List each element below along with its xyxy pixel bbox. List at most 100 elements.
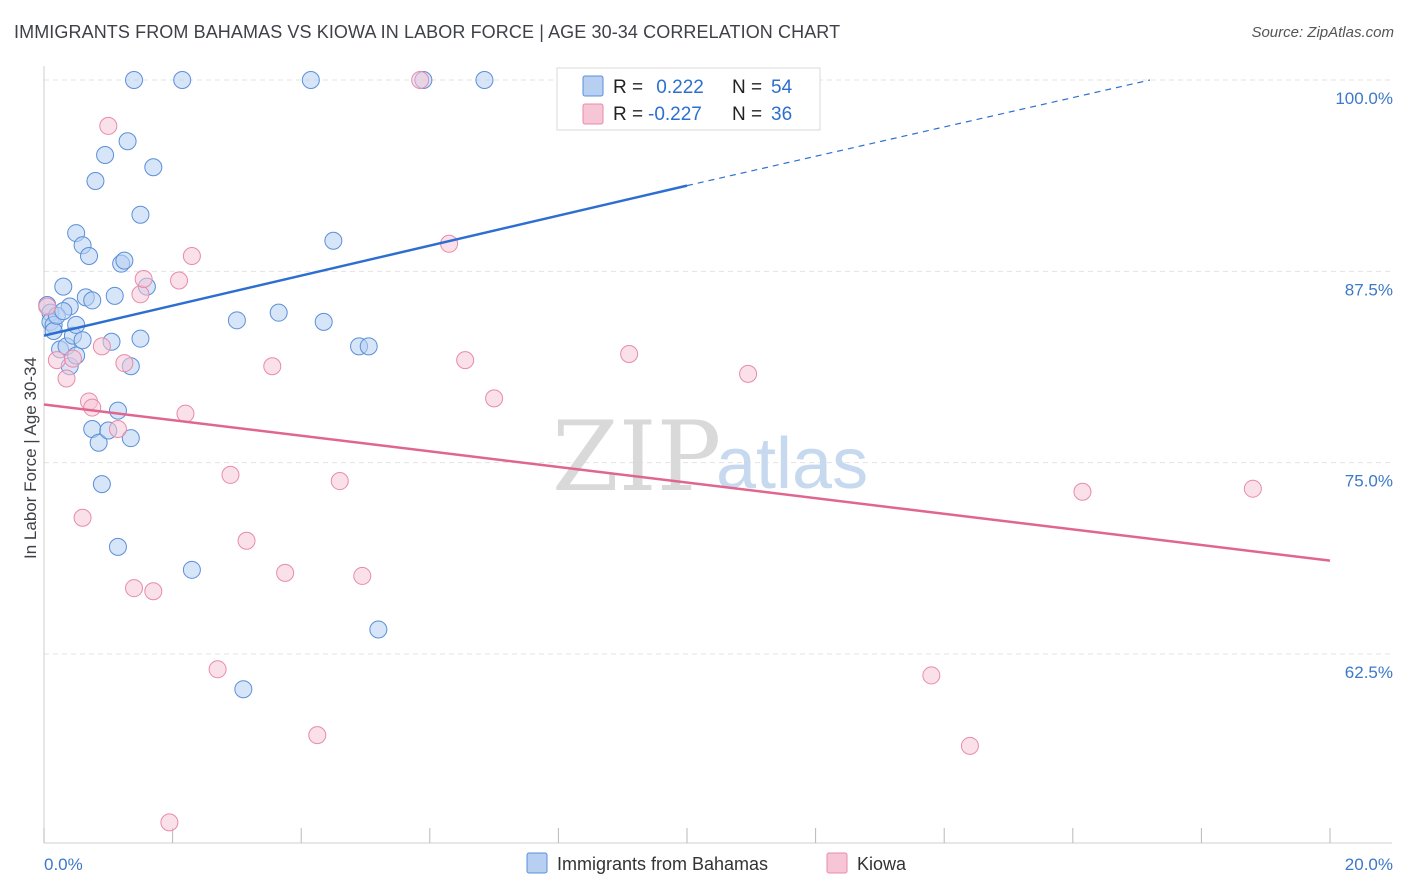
bahamas-point-47 xyxy=(369,620,388,639)
kiowa-point-18 xyxy=(182,247,201,266)
bahamas-point-36 xyxy=(144,158,163,177)
kiowa-point-16 xyxy=(170,271,189,290)
bahamas-point-44 xyxy=(324,231,343,250)
kiowa-point-19 xyxy=(208,660,227,679)
series-legend-swatch-bahamas xyxy=(526,852,548,874)
kiowa-point-22 xyxy=(263,357,282,376)
tick-labels: 62.5% 75.0% 87.5% 100.0% 0.0% 20.0% xyxy=(44,89,1393,874)
y-tick-label-1: 75.0% xyxy=(1345,472,1393,491)
bahamas-point-29 xyxy=(118,132,137,151)
kiowa-point-0 xyxy=(38,297,57,316)
bahamas-point-53 xyxy=(73,331,92,350)
legend-n-value-bahamas: 54 xyxy=(771,77,793,98)
y-tick-label-2: 87.5% xyxy=(1345,280,1393,299)
bahamas-point-24 xyxy=(105,286,124,305)
bahamas-point-21 xyxy=(96,146,115,165)
kiowa-trend-line xyxy=(43,403,1331,562)
kiowa-point-20 xyxy=(221,465,240,484)
series-legend-label-kiowa: Kiowa xyxy=(857,854,907,874)
bahamas-point-10 xyxy=(67,315,86,334)
bahamas-point-40 xyxy=(234,680,253,699)
y-tick-label-0: 62.5% xyxy=(1345,663,1393,682)
kiowa-point-9 xyxy=(108,419,127,438)
y-tick-label-3: 100.0% xyxy=(1335,89,1393,108)
bahamas-point-49 xyxy=(475,71,494,89)
bahamas-point-52 xyxy=(54,302,73,321)
kiowa-point-12 xyxy=(131,285,150,304)
kiowa-point-1 xyxy=(47,351,66,370)
gridlines xyxy=(44,79,1392,655)
kiowa-point-14 xyxy=(144,582,163,601)
bahamas-point-34 xyxy=(131,205,150,224)
legend-swatch-kiowa xyxy=(582,103,604,125)
kiowa-point-35 xyxy=(1073,482,1092,501)
kiowa-point-29 xyxy=(456,351,475,370)
kiowa-point-11 xyxy=(125,579,144,598)
kiowa-point-10 xyxy=(115,354,134,373)
kiowa-point-6 xyxy=(83,398,102,417)
kiowa-point-2 xyxy=(57,369,76,388)
bahamas-point-42 xyxy=(301,71,320,89)
kiowa-point-36 xyxy=(1243,479,1262,498)
bahamas-point-33 xyxy=(131,329,150,348)
watermark: ZIP atlas xyxy=(552,401,868,513)
legend-r-label-bahamas: R = xyxy=(613,77,643,98)
bahamas-point-17 xyxy=(83,291,102,310)
kiowa-point-23 xyxy=(276,563,295,582)
bahamas-point-28 xyxy=(115,251,134,270)
legend-n-label-kiowa: N = xyxy=(732,104,762,125)
bahamas-point-5 xyxy=(54,277,73,296)
chart-title: IMMIGRANTS FROM BAHAMAS VS KIOWA IN LABO… xyxy=(14,22,841,42)
kiowa-point-17 xyxy=(176,404,195,423)
kiowa-point-34 xyxy=(960,736,979,755)
kiowa-point-4 xyxy=(73,508,92,527)
watermark-atlas: atlas xyxy=(716,424,868,504)
legend-n-label-bahamas: N = xyxy=(732,77,762,98)
bahamas-point-25 xyxy=(108,401,127,420)
kiowa-point-33 xyxy=(922,666,941,685)
bahamas-point-19 xyxy=(89,433,108,452)
correlation-legend: R = 0.222 N = 54 R = -0.227 N = 36 xyxy=(556,67,821,131)
kiowa-point-15 xyxy=(160,813,179,832)
kiowa-point-13 xyxy=(134,269,153,288)
bahamas-point-46 xyxy=(359,337,378,356)
source-credit: Source: ZipAtlas.com xyxy=(1251,24,1394,41)
kiowa-point-26 xyxy=(353,566,372,585)
kiowa-point-32 xyxy=(739,364,758,383)
legend-r-value-kiowa: -0.227 xyxy=(648,104,702,125)
kiowa-point-30 xyxy=(485,389,504,408)
bahamas-point-32 xyxy=(125,71,144,89)
bahamas-point-39 xyxy=(227,311,246,330)
trend-lines xyxy=(43,79,1331,562)
bahamas-trend-extension xyxy=(686,79,1151,187)
bahamas-point-38 xyxy=(182,560,201,579)
bahamas-point-43 xyxy=(314,312,333,331)
kiowa-point-25 xyxy=(330,472,349,491)
series-legend-swatch-kiowa xyxy=(826,852,848,874)
legend-r-value-bahamas: 0.222 xyxy=(651,77,704,98)
y-axis-label: In Labor Force | Age 30-34 xyxy=(21,357,40,559)
x-tick-label-0: 0.0% xyxy=(44,855,83,874)
bahamas-point-18 xyxy=(86,172,105,191)
bahamas-point-41 xyxy=(269,303,288,322)
legend-swatch-bahamas xyxy=(582,75,604,97)
axes xyxy=(43,66,1392,844)
bahamas-point-20 xyxy=(92,475,111,494)
bahamas-point-37 xyxy=(173,71,192,89)
series-legend-label-bahamas: Immigrants from Bahamas xyxy=(557,854,768,874)
legend-n-value-kiowa: 36 xyxy=(771,104,792,125)
watermark-zip: ZIP xyxy=(552,401,721,513)
kiowa-point-21 xyxy=(237,531,256,550)
kiowa-point-7 xyxy=(92,337,111,356)
bahamas-point-31 xyxy=(121,429,140,448)
legend-r-label-kiowa: R = xyxy=(613,104,643,125)
bahamas-point-26 xyxy=(108,537,127,556)
bahamas-trend-line xyxy=(43,184,688,337)
series-legend: Immigrants from Bahamas Kiowa xyxy=(526,852,907,874)
bahamas-point-15 xyxy=(80,247,99,266)
kiowa-point-3 xyxy=(63,349,82,368)
kiowa-point-8 xyxy=(99,116,118,135)
data-points xyxy=(38,71,1262,832)
kiowa-point-31 xyxy=(620,344,639,363)
